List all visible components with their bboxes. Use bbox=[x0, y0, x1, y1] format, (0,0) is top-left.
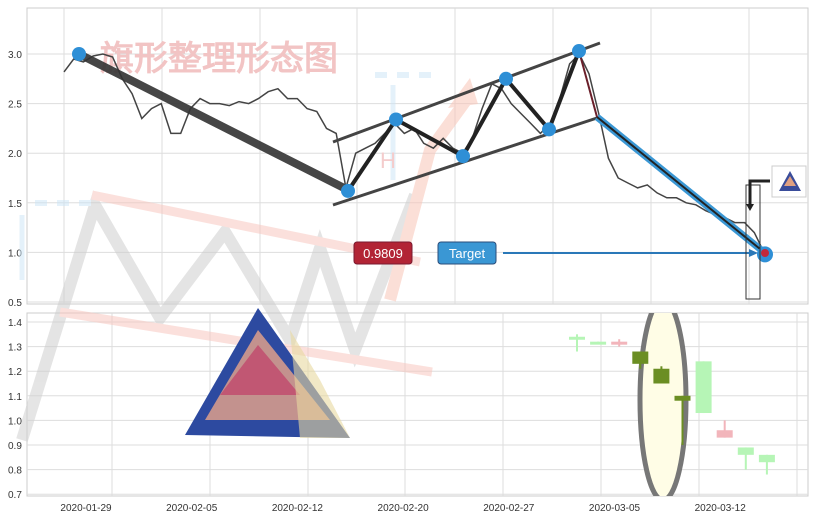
y-tick-label: 0.7 bbox=[8, 490, 22, 501]
target-range-box[interactable] bbox=[745, 184, 761, 300]
x-tick-label: 2020-01-29 bbox=[60, 503, 112, 514]
x-axis: 2020-01-29 2020-02-05 2020-02-12 2020-02-20… bbox=[60, 503, 746, 514]
y-tick-label: 1.0 bbox=[8, 248, 22, 259]
target-label-text: Target bbox=[449, 246, 486, 261]
watermark-letter: H bbox=[380, 148, 396, 173]
x-tick-label: 2020-02-12 bbox=[272, 503, 324, 514]
y-tick-label: 1.1 bbox=[8, 392, 22, 403]
y-tick-label: 1.4 bbox=[8, 318, 22, 329]
y-tick-label: 3.0 bbox=[8, 50, 22, 61]
candle-body[interactable] bbox=[653, 368, 670, 384]
pattern-point-marker[interactable] bbox=[341, 183, 355, 198]
candle-body[interactable] bbox=[569, 336, 585, 340]
y-tick-label: 0.9 bbox=[8, 441, 22, 452]
channel-upper-line[interactable] bbox=[332, 41, 601, 144]
candle-body[interactable] bbox=[695, 361, 712, 414]
y-tick-label: 0.5 bbox=[8, 298, 22, 309]
cartoon-crowd-image bbox=[185, 308, 350, 438]
y-axis-bottom: 1.4 1.3 1.2 1.1 1.0 0.9 0.8 0.7 bbox=[8, 318, 22, 501]
projection-line[interactable] bbox=[596, 116, 766, 254]
x-tick-label: 2020-03-12 bbox=[695, 503, 747, 514]
candle-body[interactable] bbox=[716, 430, 733, 438]
watermark-title: 旗形整理形态图 bbox=[100, 40, 338, 78]
flagpole-line[interactable] bbox=[77, 50, 350, 194]
pattern-point-marker[interactable] bbox=[456, 149, 470, 164]
peak-drop-line bbox=[578, 50, 598, 118]
thumbnail-crowd-detail bbox=[784, 176, 796, 186]
x-tick-label: 2020-03-05 bbox=[589, 503, 641, 514]
arrow-down-icon bbox=[746, 204, 754, 211]
y-tick-label: 0.8 bbox=[8, 466, 22, 477]
pattern-point-marker[interactable] bbox=[499, 71, 513, 86]
bottom-panel bbox=[26, 312, 809, 497]
y-tick-label: 1.2 bbox=[8, 367, 22, 378]
x-tick-label: 2020-02-20 bbox=[378, 503, 430, 514]
y-tick-label: 1.3 bbox=[8, 343, 22, 354]
candle-body[interactable] bbox=[590, 341, 607, 345]
price-tag bbox=[353, 241, 413, 265]
candle-body[interactable] bbox=[674, 395, 691, 401]
candle-body[interactable] bbox=[737, 447, 754, 455]
pattern-point-marker[interactable] bbox=[542, 122, 556, 137]
x-tick-label: 2020-02-05 bbox=[166, 503, 218, 514]
y-tick-label: 2.0 bbox=[8, 149, 22, 160]
candlestick-series bbox=[569, 334, 775, 475]
x-tick-label: 2020-02-27 bbox=[483, 503, 535, 514]
top-panel bbox=[26, 7, 809, 305]
candle-body[interactable] bbox=[758, 454, 775, 463]
pattern-point-marker[interactable] bbox=[389, 112, 403, 127]
pattern-point-marker[interactable] bbox=[72, 47, 86, 61]
target-point-icon bbox=[761, 249, 769, 257]
y-tick-label: 1.5 bbox=[8, 199, 22, 210]
candle-body[interactable] bbox=[632, 351, 649, 364]
arrow-right-icon bbox=[749, 249, 758, 257]
target-label[interactable] bbox=[437, 241, 497, 265]
flag-zigzag-line[interactable] bbox=[346, 50, 581, 193]
pattern-point-marker[interactable] bbox=[572, 44, 586, 59]
y-tick-label: 2.5 bbox=[8, 100, 22, 111]
watermark-zigzag bbox=[16, 190, 421, 442]
candle-body[interactable] bbox=[611, 341, 628, 345]
pattern-polyline[interactable] bbox=[346, 50, 581, 193]
y-tick-label: 1.0 bbox=[8, 416, 22, 427]
callout-connector bbox=[748, 179, 770, 206]
price-tag-text: 0.9809 bbox=[363, 246, 403, 261]
y-axis-top: 3.0 2.5 2.0 1.5 1.0 0.5 bbox=[8, 50, 22, 309]
